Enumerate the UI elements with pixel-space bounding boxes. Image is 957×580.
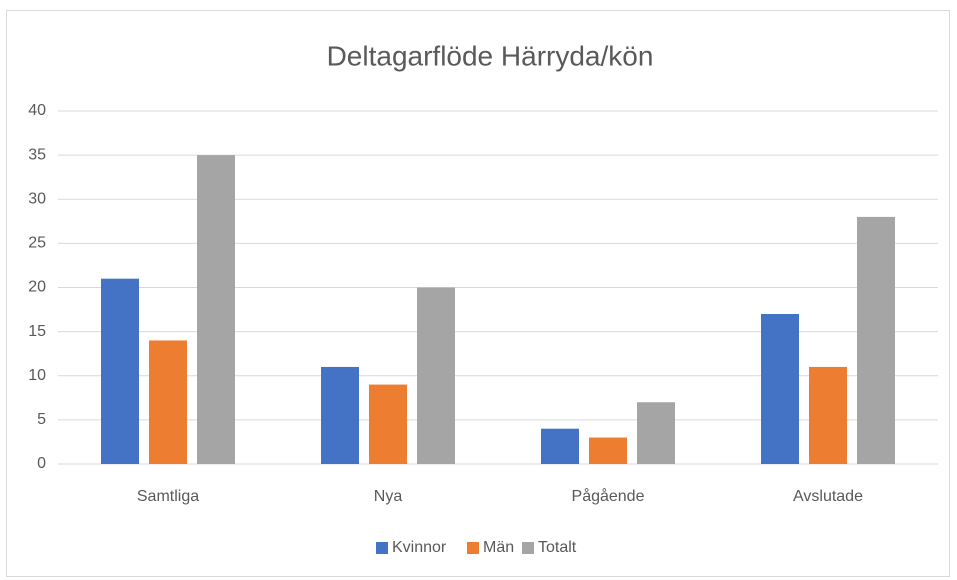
y-tick-label: 30 bbox=[28, 190, 46, 207]
y-tick-label: 10 bbox=[28, 367, 46, 384]
x-tick-label: Nya bbox=[374, 488, 403, 505]
bar bbox=[637, 402, 675, 464]
y-tick-label: 0 bbox=[37, 455, 46, 472]
y-tick-label: 5 bbox=[37, 411, 46, 428]
y-tick-label: 15 bbox=[28, 323, 46, 340]
x-tick-label: Samtliga bbox=[137, 488, 199, 505]
legend-label: Män bbox=[483, 539, 514, 556]
bar bbox=[417, 287, 455, 464]
y-tick-label: 40 bbox=[28, 102, 46, 119]
legend-swatch bbox=[467, 542, 479, 554]
bar bbox=[589, 437, 627, 464]
legend-label: Kvinnor bbox=[392, 539, 447, 556]
bar bbox=[761, 313, 799, 464]
legend-swatch bbox=[522, 542, 534, 554]
bar bbox=[369, 384, 407, 464]
legend-label: Totalt bbox=[538, 539, 577, 556]
chart-title: Deltagarflöde Härryda/kön bbox=[327, 40, 654, 71]
bar bbox=[149, 340, 187, 464]
y-tick-label: 25 bbox=[28, 235, 46, 252]
bar bbox=[541, 428, 579, 464]
bar bbox=[809, 366, 847, 464]
bar bbox=[321, 366, 359, 464]
bar bbox=[197, 155, 235, 464]
legend-swatch bbox=[376, 542, 388, 554]
y-tick-label: 20 bbox=[28, 279, 46, 296]
x-tick-label: Pågående bbox=[572, 487, 645, 505]
bar bbox=[101, 278, 139, 464]
x-tick-label: Avslutade bbox=[793, 488, 863, 505]
bar bbox=[857, 216, 895, 464]
chart-border bbox=[6, 10, 950, 577]
y-tick-label: 35 bbox=[28, 146, 46, 163]
